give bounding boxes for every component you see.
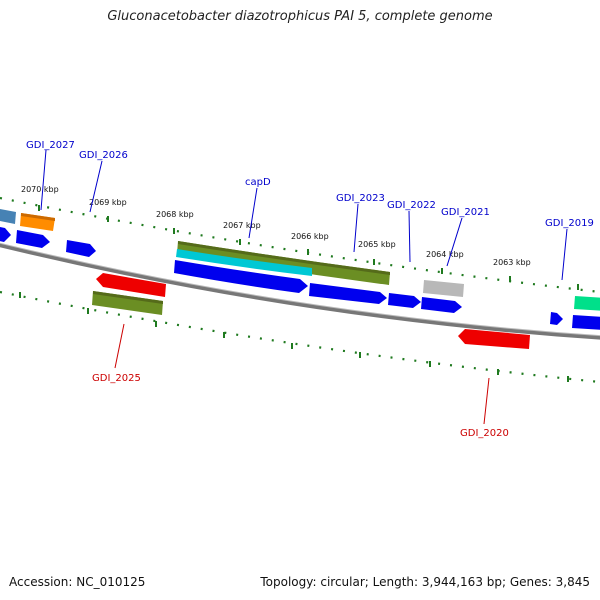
lower-ruler-ticks xyxy=(19,292,569,382)
kbp-labels: 2070 kbp 2069 kbp 2068 kbp 2067 kbp 2066… xyxy=(21,185,531,267)
gene-label-GDI_2019[interactable]: GDI_2019 xyxy=(545,218,594,229)
gene-arrow[interactable] xyxy=(388,293,421,308)
lower-ruler xyxy=(0,290,600,384)
gene-label-GDI_2021[interactable]: GDI_2021 xyxy=(441,207,490,218)
gene-arrow[interactable] xyxy=(421,297,462,313)
gene-feature-gray[interactable] xyxy=(423,280,464,297)
gene-label-GDI_2026[interactable]: GDI_2026 xyxy=(79,150,128,161)
kbp-label: 2067 kbp xyxy=(223,221,261,230)
gene-labels: GDI_2027 GDI_2026 capD GDI_2023 GDI_2022… xyxy=(26,140,594,439)
kbp-label: 2063 kbp xyxy=(493,258,531,267)
gene-feature-steelblue[interactable] xyxy=(0,208,16,224)
gene-label-GDI_2023[interactable]: GDI_2023 xyxy=(336,193,385,204)
gene-label-GDI_2022[interactable]: GDI_2022 xyxy=(387,200,436,211)
label-leaders xyxy=(40,149,568,425)
gene-arrow[interactable] xyxy=(16,230,50,248)
kbp-label: 2065 kbp xyxy=(358,240,396,249)
gene-arrow[interactable] xyxy=(309,283,387,304)
topology-text: Topology: circular; Length: 3,944,163 bp… xyxy=(260,575,590,589)
genome-backbone xyxy=(0,243,600,340)
gene-arrow[interactable] xyxy=(0,226,11,242)
kbp-label: 2070 kbp xyxy=(21,185,59,194)
gene-arrow[interactable] xyxy=(572,315,600,330)
gene-feature-springgreen[interactable] xyxy=(574,296,600,311)
kbp-label: 2069 kbp xyxy=(89,198,127,207)
gene-feature-cyan[interactable] xyxy=(176,249,312,276)
upper-ruler xyxy=(0,196,600,294)
gene-label-GDI_2025[interactable]: GDI_2025 xyxy=(92,373,141,384)
gene-arrow-capD[interactable] xyxy=(174,260,308,293)
gene-arrow-red[interactable] xyxy=(96,273,166,297)
kbp-label: 2068 kbp xyxy=(156,210,194,219)
kbp-label: 2064 kbp xyxy=(426,250,464,259)
kbp-label: 2066 kbp xyxy=(291,232,329,241)
upper-ruler-ticks xyxy=(38,205,579,290)
gene-feature-olive-lower[interactable] xyxy=(92,291,163,315)
gene-arrow[interactable] xyxy=(66,240,96,257)
gene-label-GDI_2020[interactable]: GDI_2020 xyxy=(460,428,509,439)
gene-label-GDI_2027[interactable]: GDI_2027 xyxy=(26,140,75,151)
gene-label-capD[interactable]: capD xyxy=(245,177,271,188)
genome-title: Gluconacetobacter diazotrophicus PAI 5, … xyxy=(107,9,493,24)
gene-arrow-red[interactable] xyxy=(458,329,530,349)
accession-text: Accession: NC_010125 xyxy=(9,575,146,589)
gene-arrow[interactable] xyxy=(550,312,563,325)
